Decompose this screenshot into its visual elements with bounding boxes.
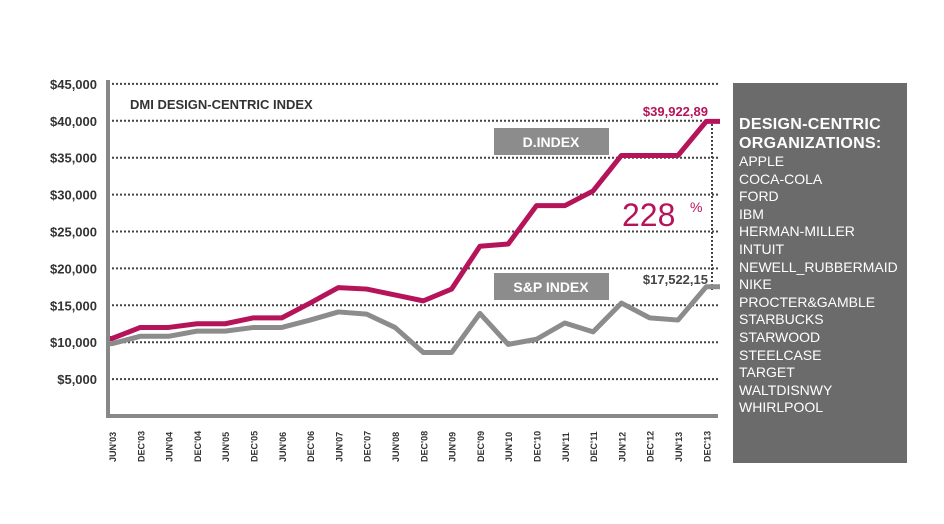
x-tick-label: DEC'09 bbox=[476, 431, 486, 462]
organization-item: IBM bbox=[739, 205, 764, 222]
x-tick-label: DEC'06 bbox=[306, 431, 316, 462]
organization-item: STARBUCKS bbox=[739, 311, 824, 328]
x-tick-label: DEC'03 bbox=[136, 431, 146, 462]
end-value-sp: $17,522,15 bbox=[643, 272, 708, 287]
legend-box-sp bbox=[494, 273, 609, 300]
x-tick-label: JUN'11 bbox=[561, 432, 571, 462]
x-tick-label: JUN'08 bbox=[391, 432, 401, 462]
x-tick-label: JUN'03 bbox=[108, 432, 118, 462]
percent-sign: % bbox=[690, 199, 702, 215]
panel-title-2: ORGANIZATIONS: bbox=[739, 135, 882, 152]
x-tick-label: JUN'12 bbox=[617, 432, 627, 462]
x-tick-label: JUN'04 bbox=[165, 432, 175, 462]
legend-label-dindex: D.INDEX bbox=[523, 134, 580, 150]
legend-label-sp: S&P INDEX bbox=[513, 279, 589, 295]
y-tick-label: $10,000 bbox=[50, 335, 97, 350]
panel-title-1: DESIGN-CENTRIC bbox=[739, 116, 881, 133]
organization-item: NEWELL_RUBBERMAID bbox=[739, 258, 898, 275]
end-value-dindex: $39,922,89 bbox=[643, 104, 708, 119]
organization-item: NIKE bbox=[739, 276, 772, 293]
legend-box-dindex bbox=[494, 128, 609, 155]
organization-item: PROCTER&GAMBLE bbox=[739, 293, 876, 310]
series-line-dindex bbox=[109, 118, 720, 342]
organization-item: INTUIT bbox=[739, 240, 785, 257]
organizations-panel: DESIGN-CENTRIC ORGANIZATIONS: APPLE COCA-… bbox=[733, 83, 907, 463]
organization-item: TARGET bbox=[739, 364, 795, 381]
series-line-sp bbox=[109, 284, 720, 356]
x-tick-label: DEC'04 bbox=[193, 431, 203, 462]
x-tick-label: DEC'07 bbox=[363, 431, 373, 462]
y-tick-label: $5,000 bbox=[57, 372, 97, 387]
x-tick-label: DEC'11 bbox=[589, 431, 599, 462]
organization-item: APPLE bbox=[739, 153, 785, 169]
x-tick-label: JUN'10 bbox=[504, 432, 514, 462]
x-tick-label: JUN'05 bbox=[221, 432, 231, 462]
x-tick-label: DEC'05 bbox=[250, 431, 260, 462]
growth-percentage: 228 bbox=[622, 197, 675, 233]
organization-item: WALTDISNWY bbox=[739, 381, 833, 398]
x-tick-label: DEC'12 bbox=[646, 431, 656, 462]
y-tick-label: $35,000 bbox=[50, 151, 97, 166]
x-tick-label: DEC'13 bbox=[702, 431, 712, 462]
organization-item: STEELCASE bbox=[739, 346, 822, 363]
x-tick-label: JUN'07 bbox=[334, 432, 344, 462]
x-tick-label: JUN'09 bbox=[448, 432, 458, 462]
y-tick-label: $40,000 bbox=[50, 114, 97, 129]
y-tick-label: $30,000 bbox=[50, 188, 97, 203]
x-tick-label: DEC'10 bbox=[533, 431, 543, 462]
x-tick-label: JUN'06 bbox=[278, 432, 288, 462]
organization-item: COCA-COLA bbox=[739, 170, 823, 187]
organization-item: HERMAN-MILLER bbox=[739, 223, 855, 240]
y-tick-label: $20,000 bbox=[50, 261, 97, 276]
x-tick-label: JUN'13 bbox=[674, 432, 684, 462]
organization-item: STARWOOD bbox=[739, 328, 821, 345]
y-tick-label: $15,000 bbox=[50, 298, 97, 313]
organization-item: WHIRLPOOL bbox=[739, 399, 824, 416]
y-tick-label: $25,000 bbox=[50, 225, 97, 240]
organization-item: FORD bbox=[739, 188, 779, 205]
y-tick-label: $45,000 bbox=[50, 77, 97, 92]
chart-title: DMI DESIGN-CENTRIC INDEX bbox=[130, 97, 313, 112]
x-tick-label: DEC'08 bbox=[419, 431, 429, 462]
